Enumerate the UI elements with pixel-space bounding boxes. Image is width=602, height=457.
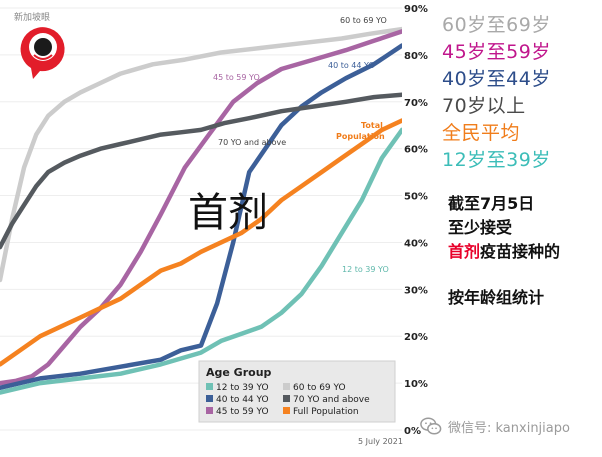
caption-line-3-rest: 疫苗接种的 [480,242,561,261]
right-legend-item-45-59: 45岁至59岁 [442,41,551,63]
series-line-60-to-69-yo [0,26,402,283]
series-label-40-to-44-yo: 40 to 44 YO [328,61,375,70]
legend-swatch [283,407,290,414]
right-legend-item-12-39: 12岁至39岁 [442,149,551,171]
y-tick-label: 50% [404,192,428,203]
series-label-45-to-59-yo: 45 to 59 YO [213,73,260,82]
y-tick-label: 0% [404,426,421,437]
right-legend-item-total: 全民平均 [442,122,521,144]
y-tick-label: 90% [404,4,428,15]
wechat-icon [420,417,442,435]
series-label-total-population: Total [361,121,383,130]
chart-legend: Age Group 12 to 39 YO 60 to 69 YO 40 to 44… [198,360,396,423]
logo: 新加坡眼 [14,11,65,79]
legend-swatch [206,407,213,414]
series-label-60-to-69-yo: 60 to 69 YO [340,16,387,25]
logo-brand-text: 新加坡眼 [14,11,50,23]
legend-item-label: 70 YO and above [293,395,370,405]
series-line-45-to-59-yo [0,29,402,386]
legend-swatch [283,395,290,402]
y-tick-label: 40% [404,238,428,249]
y-tick-label: 60% [404,145,428,156]
legend-item-label: 12 to 39 YO [216,383,269,393]
legend-box [198,360,396,423]
right-legend-item-40-44: 40岁至44岁 [442,68,551,90]
legend-item-label: Full Population [293,407,359,417]
caption-highlight: 首剂 [448,242,481,261]
legend-swatch [283,383,290,390]
series-line-12-to-39-yo [0,127,402,395]
y-tick-label: 20% [404,332,428,343]
y-tick-label: 80% [404,51,428,62]
legend-title: Age Group [206,366,272,379]
legend-swatch [206,383,213,390]
caption-line-2: 至少接受 [448,218,513,237]
series-line-70-yo-and-above [0,92,402,250]
y-tick-label: 10% [404,379,428,390]
series-line-full-population [0,118,402,367]
watermark-text: 微信号: kanxinjiapo [448,420,570,436]
series-label-12-to-39-yo: 12 to 39 YO [342,265,389,274]
caption-line-1: 截至7月5日 [448,194,535,213]
legend-item-label: 40 to 44 YO [216,395,269,405]
right-legend-item-70-above: 70岁以上 [442,95,526,117]
right-legend: 60岁至69岁 45岁至59岁 40岁至44岁 70岁以上 全民平均 12岁至3… [442,12,592,174]
series-label-70-yo-and-above: 70 YO and above [218,138,286,147]
y-tick-label: 70% [404,98,428,109]
series-label-total-population: Population [336,132,385,141]
legend-item-label: 60 to 69 YO [293,383,346,393]
caption: 截至7月5日 至少接受 首剂疫苗接种的 按年龄组统计 [448,192,598,310]
series-line-40-to-44-yo [0,43,402,391]
legend-swatch [206,395,213,402]
x-axis-date-label: 5 July 2021 [358,437,403,446]
caption-line-4: 按年龄组统计 [448,288,545,307]
series-lines [0,26,402,395]
right-legend-item-60-69: 60岁至69岁 [442,14,551,36]
caption-line-3: 首剂疫苗接种的 [448,240,598,264]
logo-eye-icon [34,38,52,56]
series-labels: 60 to 69 YO 45 to 59 YO 40 to 44 YO 70 YO a… [213,16,389,274]
legend-item-label: 45 to 59 YO [216,407,269,417]
y-axis-tick-labels: 0% 10% 20% 30% 40% 50% 60% 70% 80% 90% [404,4,428,437]
watermark: 微信号: kanxinjiapo [420,414,570,438]
chart-overlay-title: 首剂 [188,190,268,236]
y-tick-label: 30% [404,285,428,296]
